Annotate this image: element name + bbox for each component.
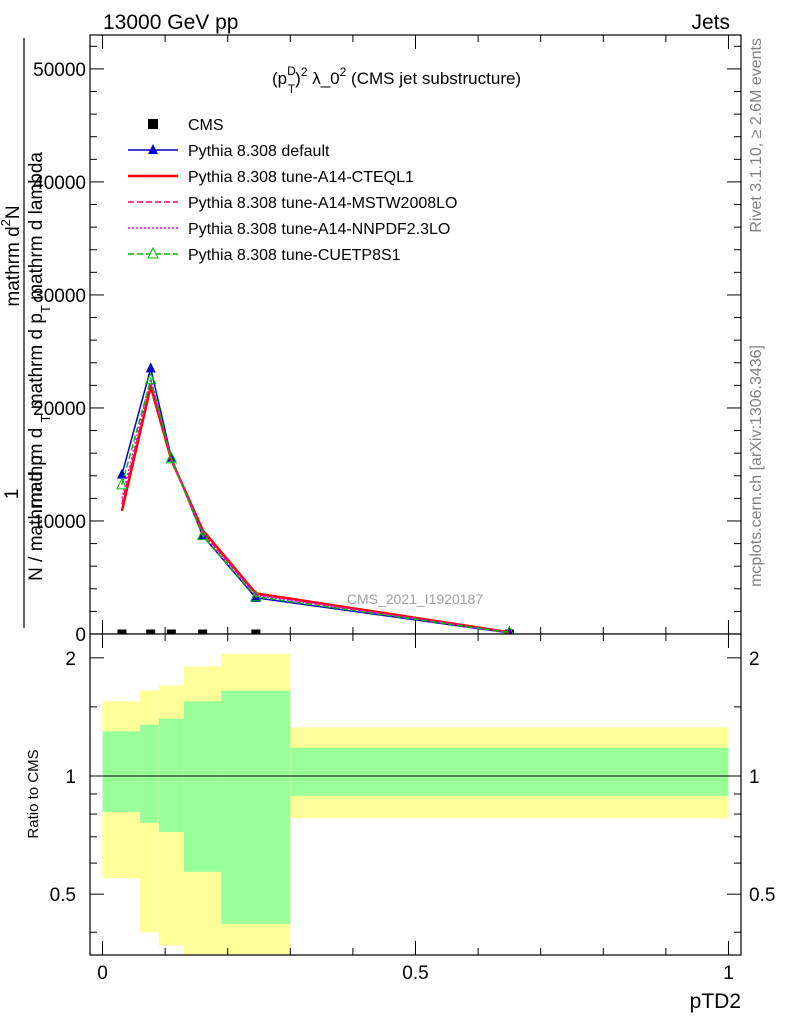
ratio-tick-label-right: 0.5 (749, 885, 775, 906)
x-tick-label: 1 (723, 963, 734, 984)
ratio-tick-label: 1 (65, 767, 76, 788)
ratio-band-green (140, 724, 159, 823)
legend-item: Pythia 8.308 tune-A14-NNPDF2.3LO (128, 221, 450, 238)
data-point (165, 451, 178, 464)
ratio-band-green (102, 731, 141, 812)
legend-label: CMS (188, 117, 224, 134)
legend-item: Pythia 8.308 default (128, 143, 330, 160)
header-right: Jets (691, 11, 730, 34)
y-tick-label: 30000 (33, 286, 86, 307)
legend-item: Pythia 8.308 tune-CUETP8S1 (128, 246, 401, 264)
svg-text:mathrm d T mathrm d pT: mathrm d T mathrm d pT mathrm d lambda (26, 152, 53, 508)
top-y-label: mathrm d2N mathrm d T mathrm d pT mathrm… (0, 38, 53, 628)
ratio-tick-label-right: 2 (749, 649, 760, 670)
y-tick-label: 0 (75, 625, 86, 646)
analysis-watermark: CMS_2021_I1920187 (347, 591, 483, 607)
legend-marker (148, 144, 158, 154)
y-tick-label: 20000 (33, 399, 86, 420)
legend-label: Pythia 8.308 tune-A14-CTEQL1 (188, 169, 414, 186)
ratio-tick-label: 2 (65, 649, 76, 670)
ratio-y-label: Ratio to CMS (25, 749, 42, 838)
y-tick-label: 40000 (33, 173, 86, 194)
data-point (145, 362, 156, 373)
legend: CMS Pythia 8.308 default Pythia 8.308 tune… (128, 117, 457, 264)
series-line (121, 376, 510, 634)
legend-label: Pythia 8.308 default (188, 143, 330, 160)
legend-item: CMS (148, 117, 224, 134)
legend-marker (148, 119, 158, 129)
plot-title: (pD T)2 λ_02 (CMS jet substructure) (272, 64, 521, 96)
y-tick-label: 10000 (33, 512, 86, 533)
legend-label: Pythia 8.308 tune-A14-MSTW2008LO (188, 195, 457, 212)
ratio-tick-label: 0.5 (50, 885, 76, 906)
x-axis-label: pTD2 (690, 990, 741, 1013)
y-tick-label: 50000 (33, 60, 86, 81)
header-left: 13000 GeV pp (103, 11, 238, 34)
bottom-panel: 0.5 0.5 1 1 2 2 0 0.5 1 Ratio to CMS pTD2 (25, 633, 775, 1013)
x-tick-label: 0.5 (402, 963, 428, 984)
ratio-tick-label-right: 1 (749, 767, 760, 788)
mcplots-label: mcplots.cern.ch [arXiv:1306.3436] (748, 345, 765, 587)
series-line (121, 382, 510, 634)
top-panel: 0 10000 20000 30000 40000 50000 (pD T)2 λ_02 (… (0, 34, 742, 646)
rivet-label: Rivet 3.1.10, ≥ 2.6M events (748, 38, 765, 233)
x-tick-label: 0 (97, 963, 108, 984)
data-point (250, 589, 262, 602)
legend-item: Pythia 8.308 tune-A14-CTEQL1 (128, 169, 414, 186)
ratio-band-green (158, 718, 184, 833)
legend-label: Pythia 8.308 tune-A14-NNPDF2.3LO (188, 221, 450, 238)
svg-text:mathrm d2N: mathrm d2N (0, 205, 24, 306)
data-point (196, 528, 209, 541)
legend-marker (147, 246, 159, 259)
svg-text:N / mathrm d p: N / mathrm d p (26, 455, 47, 581)
legend-label: Pythia 8.308 tune-CUETP8S1 (188, 247, 401, 264)
svg-text:1: 1 (2, 489, 23, 500)
legend-item: Pythia 8.308 tune-A14-MSTW2008LO (128, 195, 457, 212)
data-point (144, 372, 157, 385)
ratio-band-green (221, 690, 291, 924)
data-point (116, 477, 128, 490)
ratio-band-green (290, 747, 729, 796)
ratio-band-green (183, 701, 222, 872)
